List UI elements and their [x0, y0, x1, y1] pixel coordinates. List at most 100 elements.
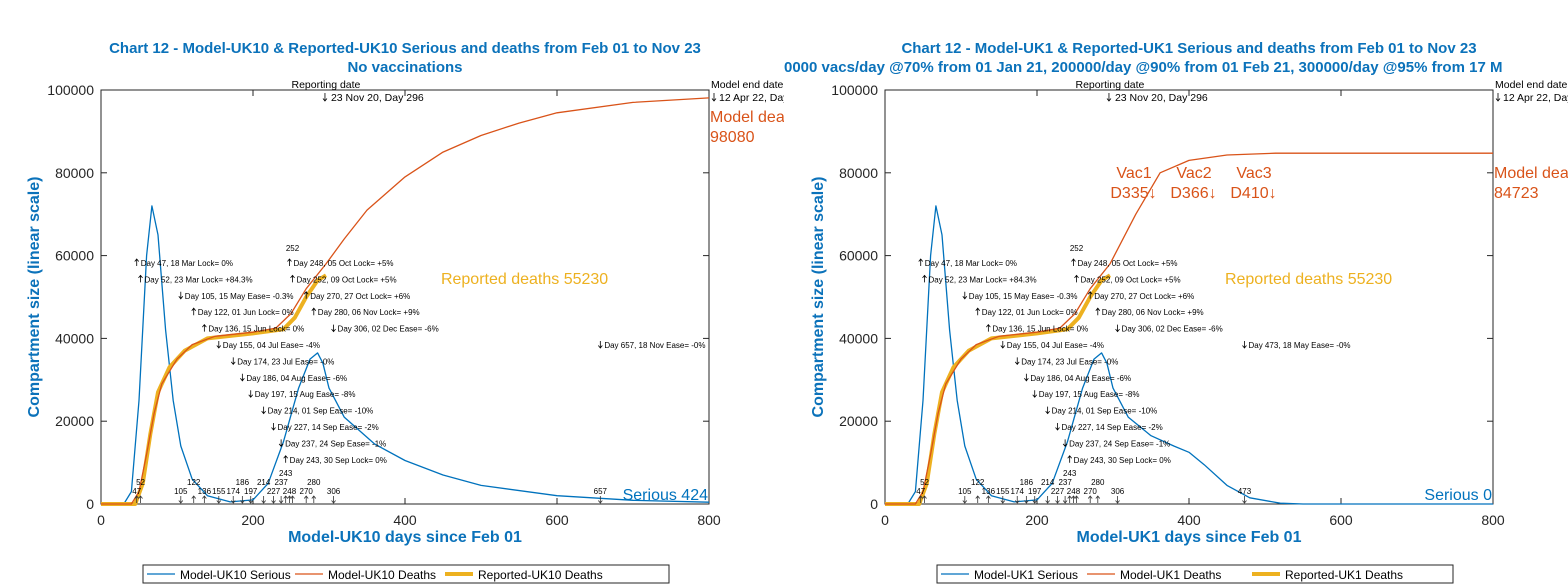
model-deaths-label: Model dea [710, 109, 784, 126]
reported-deaths-label: Reported deaths 55230 [1225, 271, 1392, 288]
intervention-axis-down-arrow-icon [331, 496, 336, 504]
y-tick-label: 80000 [55, 165, 94, 181]
intervention-axis-day: 237 [274, 478, 288, 487]
intervention-axis-down-arrow-icon [240, 496, 245, 504]
intervention-down-arrow-icon [1024, 373, 1029, 382]
y-tick-label: 20000 [839, 413, 878, 429]
x-tick-label: 800 [697, 512, 721, 528]
intervention-axis-down-arrow-icon [1032, 496, 1038, 504]
intervention-up-arrow-icon [1074, 274, 1079, 283]
x-axis-label: Model-UK1 days since Feb 01 [1077, 529, 1302, 546]
intervention-axis-day: 280 [307, 478, 321, 487]
intervention-axis-day: 214 [257, 478, 271, 487]
chart-title: Chart 12 - Model-UK1 & Reported-UK1 Seri… [901, 40, 1476, 57]
model-end-date-label: Model end date [711, 79, 784, 91]
intervention-axis-up-arrow-icon [134, 495, 140, 503]
vaccination-day: D410↓ [1230, 185, 1276, 202]
y-tick-label: 80000 [839, 165, 878, 181]
y-tick-label: 60000 [839, 248, 878, 264]
intervention-axis-day: 47 [132, 487, 141, 496]
reporting-date-arrow-icon [322, 93, 328, 102]
intervention-axis-down-arrow-icon [962, 496, 968, 504]
intervention-label: Day 270, 27 Oct Lock= +6% [310, 292, 410, 301]
legend-entry: Model-UK1 Deaths [1120, 568, 1221, 582]
legend-entry: Model-UK10 Deaths [328, 568, 436, 582]
x-tick-label: 600 [545, 512, 569, 528]
reporting-date-label: Reporting date [292, 79, 361, 91]
y-tick-label: 0 [86, 496, 94, 512]
x-tick-label: 600 [1329, 512, 1353, 528]
x-tick-label: 0 [97, 512, 105, 528]
intervention-axis-up-arrow-icon [975, 495, 981, 503]
reported-deaths-label: Reported deaths 55230 [441, 271, 608, 288]
intervention-label: Day 174, 23 Jul Ease= -0% [1021, 357, 1118, 366]
intervention-axis-day: 227 [1051, 487, 1065, 496]
intervention-axis-day: 186 [1020, 478, 1034, 487]
intervention-label: Day 174, 23 Jul Ease= -0% [237, 357, 334, 366]
intervention-axis-down-arrow-icon [1014, 496, 1020, 504]
series-line-model-uk10-deaths [101, 97, 710, 505]
x-tick-label: 400 [1177, 512, 1201, 528]
intervention-axis-day: 248 [283, 487, 297, 496]
intervention-label: Day 105, 15 May Ease= -0.3% [969, 292, 1078, 301]
intervention-label: Day 252, 09 Oct Lock= +5% [297, 275, 397, 284]
intervention-label: Day 227, 14 Sep Ease= -2% [1062, 423, 1163, 432]
series-line-model-uk1-deaths [885, 152, 1493, 505]
intervention-down-arrow-icon [178, 291, 184, 300]
intervention-axis-down-arrow-icon [178, 496, 184, 504]
intervention-axis-up-arrow-icon [303, 495, 309, 503]
intervention-axis-day: 243 [279, 469, 293, 478]
intervention-axis-up-arrow-icon [191, 495, 197, 503]
intervention-axis-day: 280 [1091, 478, 1105, 487]
intervention-down-arrow-icon [1000, 341, 1006, 349]
intervention-axis-day: 270 [1084, 487, 1098, 496]
intervention-down-arrow-icon [240, 373, 245, 382]
intervention-label: Day 52, 23 Mar Lock= +84.3% [145, 275, 253, 284]
series-line-model-uk1-serious [885, 205, 1493, 505]
intervention-axis-down-arrow-icon [1024, 496, 1029, 504]
reporting-date: 23 Nov 20, Day 296 [331, 92, 424, 104]
intervention-axis-day: 105 [958, 487, 972, 496]
model-end-date: 12 Apr 22, Day [719, 92, 784, 104]
intervention-down-arrow-icon [962, 291, 968, 300]
x-tick-label: 400 [393, 512, 417, 528]
intervention-axis-down-arrow-icon [1242, 496, 1247, 504]
reporting-date: 23 Nov 20, Day 296 [1115, 92, 1208, 104]
serious-label: Serious 424 [623, 487, 708, 504]
intervention-axis-day: 197 [1028, 487, 1042, 496]
legend-entry: Model-UK10 Serious [180, 568, 291, 582]
intervention-down-arrow-icon [278, 439, 284, 448]
intervention-axis-day: 155 [212, 487, 226, 496]
intervention-label: Day 155, 04 Jul Ease= -4% [223, 341, 320, 350]
intervention-axis-down-arrow-icon [598, 496, 603, 504]
intervention-axis-day: 227 [267, 487, 281, 496]
intervention-up-arrow-icon [1087, 291, 1093, 299]
intervention-up-arrow-icon [138, 274, 143, 283]
vaccination-label: Vac1 [1116, 165, 1151, 182]
series-line-reported-uk10-deaths [101, 273, 328, 506]
model-end-date-label: Model end date [1495, 79, 1568, 91]
intervention-axis-day: 243 [1063, 469, 1077, 478]
intervention-axis-down-arrow-icon [1115, 496, 1120, 504]
intervention-axis-up-arrow-icon [918, 495, 924, 503]
intervention-label: Day 280, 06 Nov Lock= +9% [318, 308, 420, 317]
intervention-axis-day: 270 [300, 487, 314, 496]
intervention-down-arrow-icon [271, 423, 276, 431]
y-tick-label: 0 [870, 496, 878, 512]
intervention-axis-up-arrow-icon [922, 495, 927, 503]
vaccination-label: Vac2 [1176, 165, 1211, 182]
intervention-axis-day: 52 [920, 478, 929, 487]
intervention-down-arrow-icon [230, 357, 236, 366]
x-tick-label: 0 [881, 512, 889, 528]
intervention-label: Day 306, 02 Dec Ease= -6% [1122, 325, 1223, 334]
intervention-down-arrow-icon [331, 324, 336, 333]
intervention-label: Day 52, 23 Mar Lock= +84.3% [929, 275, 1037, 284]
intervention-label: Day 214, 01 Sep Ease= -10% [268, 407, 374, 416]
x-axis-label: Model-UK10 days since Feb 01 [288, 529, 522, 546]
intervention-axis-down-arrow-icon [1045, 496, 1050, 504]
intervention-label: Day 243, 30 Sep Lock= 0% [290, 456, 387, 465]
intervention-up-arrow-icon [202, 323, 207, 332]
intervention-label: Day 47, 18 Mar Lock= 0% [925, 259, 1017, 268]
intervention-axis-up-arrow-icon [290, 495, 295, 503]
intervention-axis-day: 105 [174, 487, 188, 496]
